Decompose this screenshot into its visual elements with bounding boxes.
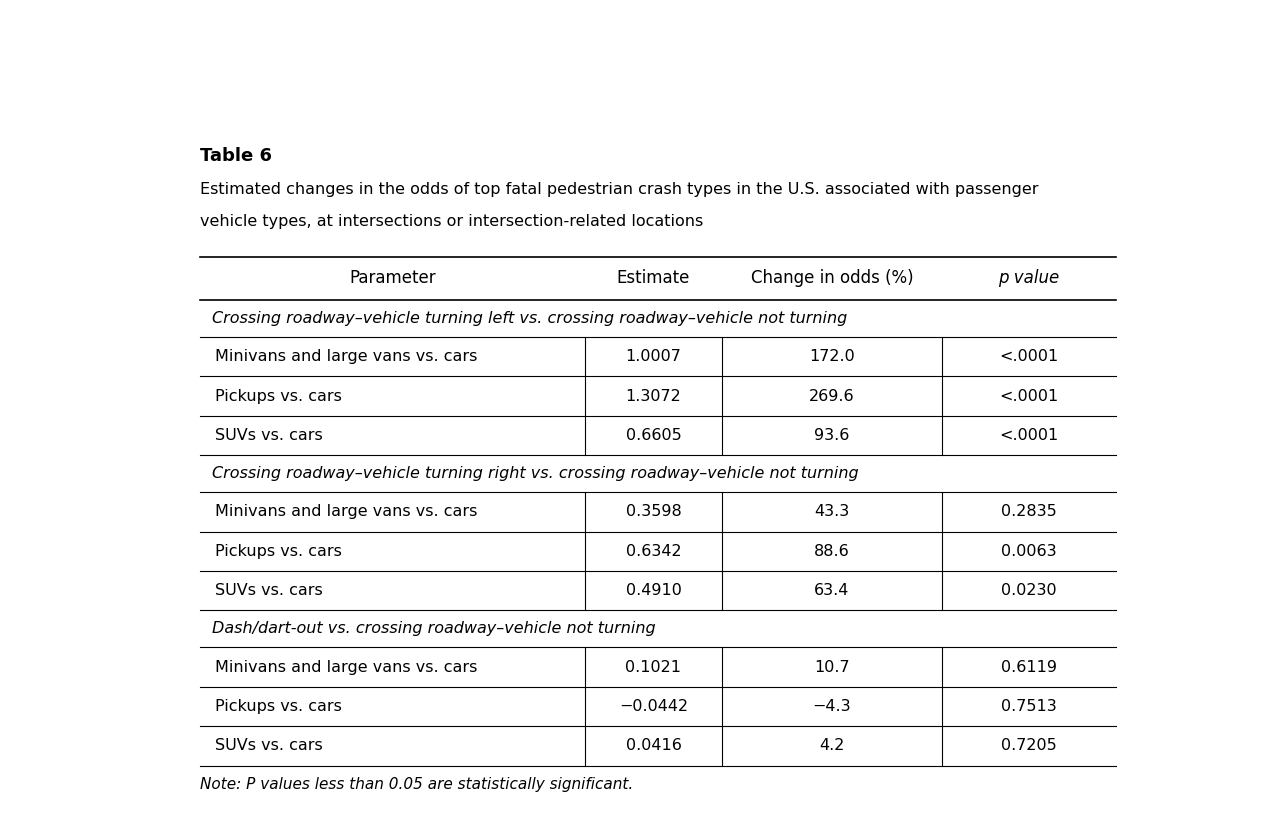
Text: 63.4: 63.4 (814, 583, 850, 598)
Text: 88.6: 88.6 (814, 544, 850, 559)
Text: Parameter: Parameter (349, 269, 435, 287)
Text: 0.7513: 0.7513 (1002, 699, 1057, 714)
Text: <.0001: <.0001 (999, 389, 1058, 404)
Text: 43.3: 43.3 (814, 505, 850, 520)
Text: SUVs vs. cars: SUVs vs. cars (216, 738, 324, 753)
Text: 0.0063: 0.0063 (1002, 544, 1057, 559)
Text: Pickups vs. cars: Pickups vs. cars (216, 389, 342, 404)
Text: Crossing roadway–vehicle turning right vs. crossing roadway–vehicle not turning: Crossing roadway–vehicle turning right v… (212, 466, 859, 482)
Text: 269.6: 269.6 (809, 389, 855, 404)
Text: Note: P values less than 0.05 are statistically significant.: Note: P values less than 0.05 are statis… (200, 777, 633, 792)
Text: 0.0416: 0.0416 (625, 738, 682, 753)
Text: 1.0007: 1.0007 (625, 349, 682, 364)
Text: −0.0442: −0.0442 (619, 699, 688, 714)
Text: 0.6605: 0.6605 (625, 428, 682, 443)
Text: 1.3072: 1.3072 (625, 389, 682, 404)
Text: vehicle types, at intersections or intersection-related locations: vehicle types, at intersections or inter… (200, 214, 704, 229)
Text: 0.2835: 0.2835 (1002, 505, 1057, 520)
Text: Estimate: Estimate (616, 269, 691, 287)
Text: 172.0: 172.0 (809, 349, 855, 364)
Text: 0.3598: 0.3598 (625, 505, 682, 520)
Text: Dash/dart-out vs. crossing roadway–vehicle not turning: Dash/dart-out vs. crossing roadway–vehic… (212, 621, 656, 636)
Text: SUVs vs. cars: SUVs vs. cars (216, 428, 324, 443)
Text: −4.3: −4.3 (813, 699, 851, 714)
Text: Pickups vs. cars: Pickups vs. cars (216, 544, 342, 559)
Text: p value: p value (998, 269, 1059, 287)
Text: 93.6: 93.6 (814, 428, 850, 443)
Text: <.0001: <.0001 (999, 428, 1058, 443)
Text: 10.7: 10.7 (814, 660, 850, 675)
Text: SUVs vs. cars: SUVs vs. cars (216, 583, 324, 598)
Text: 0.4910: 0.4910 (625, 583, 682, 598)
Text: Pickups vs. cars: Pickups vs. cars (216, 699, 342, 714)
Text: 0.7205: 0.7205 (1002, 738, 1057, 753)
Text: 0.6119: 0.6119 (1000, 660, 1057, 675)
Text: Minivans and large vans vs. cars: Minivans and large vans vs. cars (216, 349, 478, 364)
Text: Change in odds (%): Change in odds (%) (751, 269, 913, 287)
Text: Minivans and large vans vs. cars: Minivans and large vans vs. cars (216, 660, 478, 675)
Text: Table 6: Table 6 (200, 147, 272, 165)
Text: 0.0230: 0.0230 (1002, 583, 1057, 598)
Text: 0.1021: 0.1021 (625, 660, 682, 675)
Text: Crossing roadway–vehicle turning left vs. crossing roadway–vehicle not turning: Crossing roadway–vehicle turning left vs… (212, 311, 847, 326)
Text: <.0001: <.0001 (999, 349, 1058, 364)
Text: 4.2: 4.2 (819, 738, 845, 753)
Text: Estimated changes in the odds of top fatal pedestrian crash types in the U.S. as: Estimated changes in the odds of top fat… (200, 182, 1039, 197)
Text: 0.6342: 0.6342 (625, 544, 682, 559)
Text: Minivans and large vans vs. cars: Minivans and large vans vs. cars (216, 505, 478, 520)
